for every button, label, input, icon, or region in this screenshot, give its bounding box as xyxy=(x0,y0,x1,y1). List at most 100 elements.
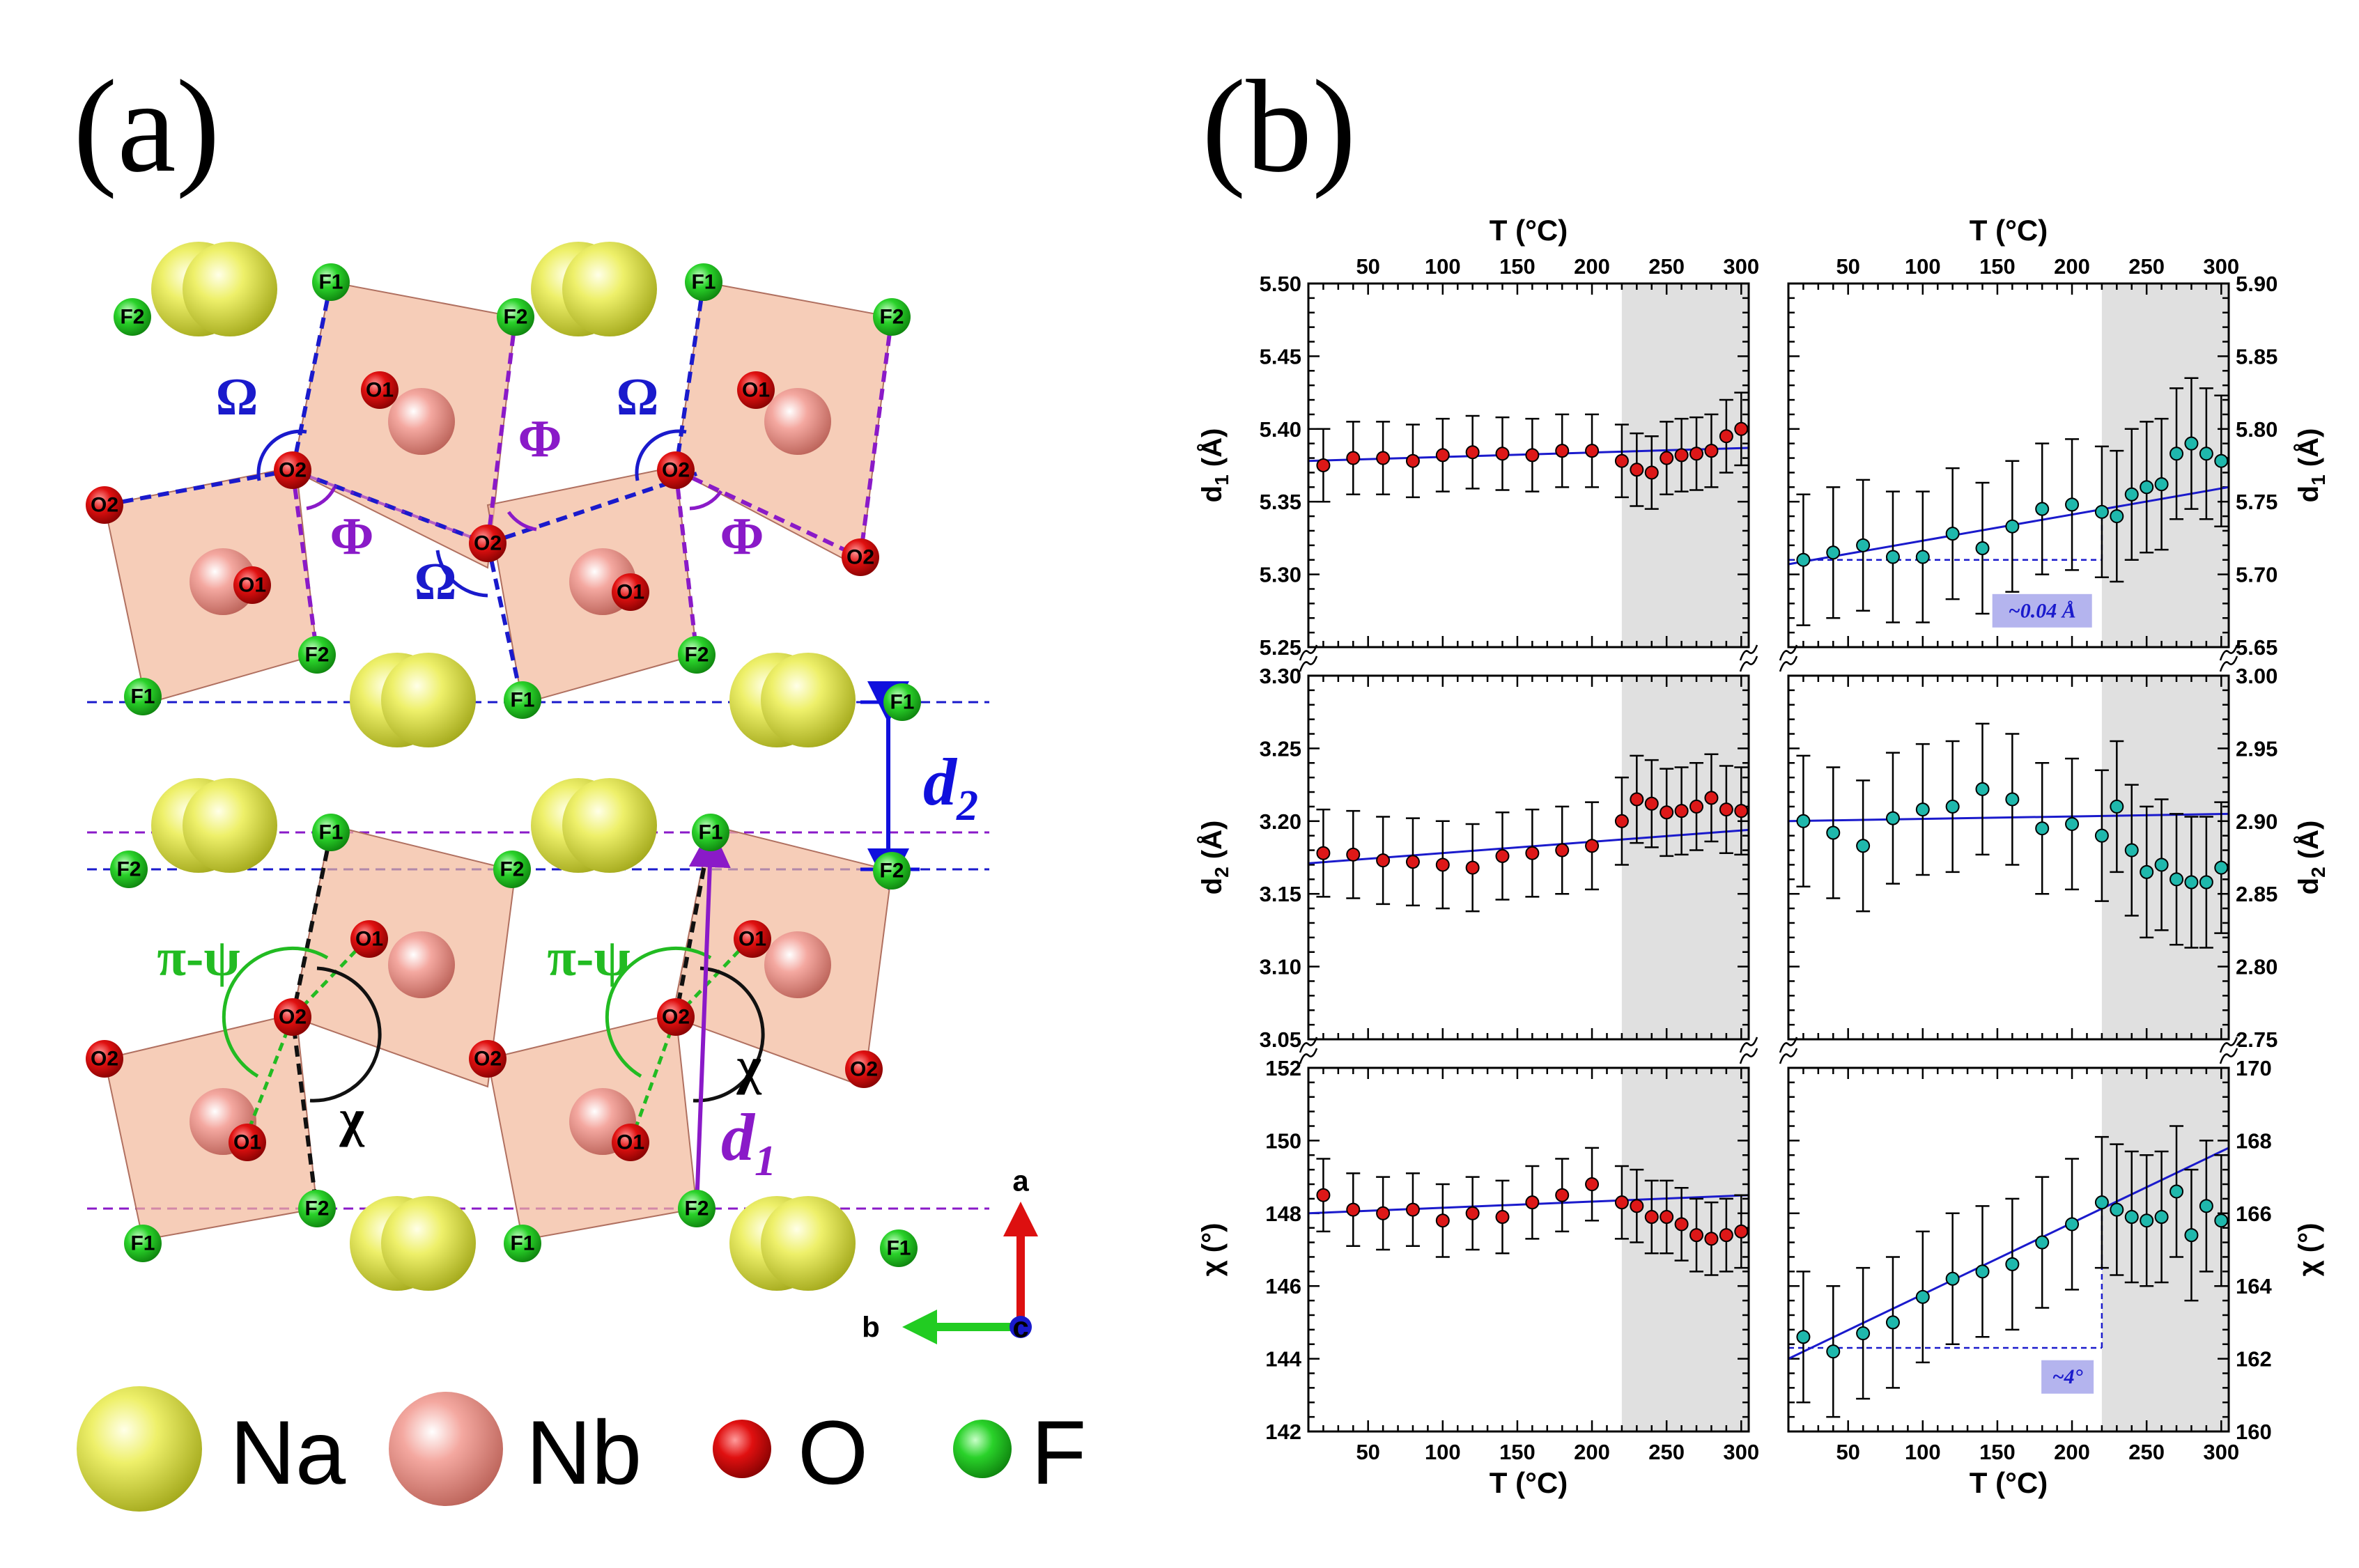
data-point xyxy=(1885,550,1900,564)
data-point xyxy=(1796,552,1811,567)
x-tick-label-bottom: 50 xyxy=(1356,1440,1379,1464)
data-point xyxy=(2065,497,2080,512)
data-point xyxy=(1376,451,1391,465)
note-box xyxy=(1992,593,2092,628)
y-tick-label: 142 xyxy=(1265,1420,1301,1444)
data-point xyxy=(1614,453,1629,468)
data-point xyxy=(1826,1344,1841,1359)
axis-break-mark xyxy=(1739,655,1758,672)
y-axis-label: χ (°) xyxy=(2294,1223,2324,1277)
axis-break-mark xyxy=(1299,655,1318,672)
atom-label: F2 xyxy=(503,306,527,329)
atom-label: F1 xyxy=(130,1232,155,1255)
axis-break-mark xyxy=(1739,644,1758,661)
data-point xyxy=(1376,853,1391,868)
phi-arc xyxy=(306,486,337,511)
data-point xyxy=(2199,447,2213,461)
f-atoms: F1 F2 F2 F1 F2 F2 F1 F2 F1 F1 F1 F2 F2 F… xyxy=(110,263,921,1267)
chart-chi-right: 160 162 164 166 168 170 50 100 150 200 250 300 T (°C… xyxy=(1787,1056,2324,1499)
x-tick-label-top: 50 xyxy=(1836,254,1859,279)
data-point xyxy=(1465,445,1480,460)
atom-label: O1 xyxy=(617,581,644,604)
axis-break-mark xyxy=(1299,1048,1318,1064)
f-legend-swatch xyxy=(953,1420,1012,1478)
chart-d2-right: 2.75 2.80 2.85 2.90 2.95 3.00 d2 (Å) xyxy=(1787,664,2329,1052)
omega-label: Ω xyxy=(415,552,457,611)
data-point xyxy=(2005,792,2020,807)
data-point xyxy=(1689,447,1704,461)
y-tick-label: 3.15 xyxy=(1260,882,1301,906)
y-tick-label: 5.45 xyxy=(1260,344,1301,368)
na-legend-swatch xyxy=(77,1386,202,1512)
y-tick-label: 5.50 xyxy=(1260,272,1301,296)
y-tick-label: 5.25 xyxy=(1260,635,1301,660)
data-point xyxy=(2094,828,2109,843)
data-point xyxy=(2140,864,2154,879)
data-point xyxy=(1945,1271,1960,1286)
chi-arc xyxy=(309,966,382,1103)
data-point xyxy=(2094,1195,2109,1210)
shaded-region xyxy=(1621,1068,1749,1431)
data-point xyxy=(1630,792,1644,807)
data-point xyxy=(1674,1217,1689,1232)
data-point xyxy=(1975,782,1990,796)
x-axis-title-top: T (°C) xyxy=(1490,214,1568,247)
chart-d2-left: 3.05 3.10 3.15 3.20 3.25 3.30 d2 (Å) xyxy=(1196,664,1750,1052)
data-point xyxy=(1704,1232,1719,1246)
data-point xyxy=(2199,1199,2213,1213)
atom-label: O2 xyxy=(91,494,118,517)
data-point xyxy=(1856,538,1871,552)
axis-break-mark xyxy=(1779,644,1798,661)
x-tick-label-bottom: 300 xyxy=(2203,1440,2239,1464)
data-point xyxy=(1719,429,1733,444)
y-tick-label: 3.05 xyxy=(1260,1027,1301,1052)
data-point xyxy=(2154,857,2169,872)
y-tick-label: 5.85 xyxy=(2236,344,2277,368)
omega-label: Ω xyxy=(617,368,659,426)
x-axis-title-bottom: T (°C) xyxy=(1970,1466,2048,1499)
data-point xyxy=(2124,487,2139,502)
x-tick-label-bottom: 150 xyxy=(1499,1440,1536,1464)
data-point xyxy=(2199,875,2213,890)
y-axis-label-main: χ xyxy=(1197,1260,1228,1276)
data-point xyxy=(1465,860,1480,875)
data-point xyxy=(1585,1177,1600,1192)
data-point xyxy=(1405,1202,1420,1217)
atom-label: O1 xyxy=(617,1131,644,1154)
data-point xyxy=(1719,1228,1733,1243)
data-point xyxy=(2184,875,2199,890)
data-point xyxy=(1826,545,1841,560)
atom-label: O2 xyxy=(279,1006,307,1029)
y-tick-label: 3.25 xyxy=(1260,736,1301,761)
atom-label: O2 xyxy=(474,532,502,555)
data-point xyxy=(2214,860,2229,875)
data-point xyxy=(1644,1210,1659,1225)
axis-triad: a b c xyxy=(862,1165,1038,1344)
x-tick-label-top: 150 xyxy=(1499,254,1536,279)
data-point xyxy=(1674,804,1689,818)
atom-label: F2 xyxy=(116,858,141,881)
data-point xyxy=(1316,846,1331,860)
data-point xyxy=(1316,458,1331,472)
y-tick-label: 5.75 xyxy=(2236,490,2277,514)
data-point xyxy=(2124,1210,2139,1225)
atom-label: F2 xyxy=(304,1197,329,1220)
axis-break-mark xyxy=(1779,1037,1798,1053)
atom-label: O1 xyxy=(366,379,394,402)
x-tick-label-bottom: 250 xyxy=(1648,1440,1685,1464)
legend-label: Na xyxy=(230,1402,346,1503)
data-point xyxy=(2065,1217,2080,1232)
x-tick-label-top: 250 xyxy=(1648,254,1685,279)
nb-legend-swatch xyxy=(389,1392,503,1506)
data-point xyxy=(1465,1206,1480,1220)
data-point xyxy=(1826,825,1841,840)
axis-break-mark xyxy=(2219,1048,2238,1064)
atom-label: O2 xyxy=(91,1048,118,1071)
chart-chi-left: 142 144 146 148 150 152 50 100 150 200 250 300 T (°C… xyxy=(1197,1056,1759,1499)
y-axis-label-unit: (°) xyxy=(1197,1223,1228,1261)
note-label: ~0.04 Å xyxy=(2009,599,2076,622)
atom-label: O1 xyxy=(355,928,383,951)
y-tick-label: 150 xyxy=(1265,1128,1301,1153)
omega-arc xyxy=(635,429,687,481)
data-point xyxy=(2169,872,2184,887)
